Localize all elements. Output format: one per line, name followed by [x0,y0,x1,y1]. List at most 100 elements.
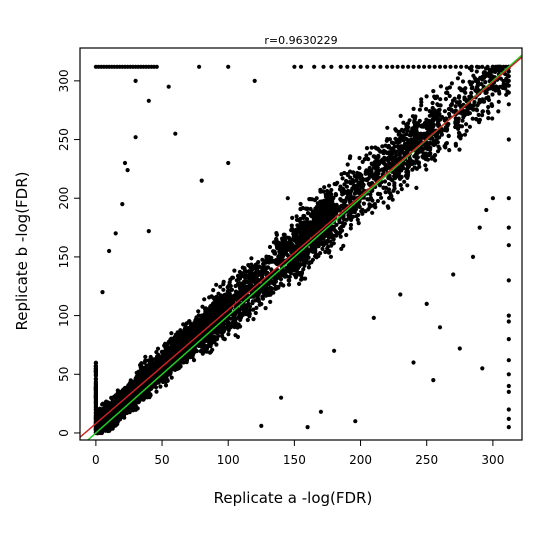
data-point [187,351,192,356]
data-point [163,383,169,388]
chart-title: r=0.9630229 [264,34,337,47]
data-point [122,415,127,420]
data-point [305,211,311,216]
data-point [247,308,252,313]
data-point [287,274,292,279]
data-point [196,343,202,348]
data-point [276,259,281,264]
data-point [266,282,271,287]
data-point [148,354,153,360]
data-point [278,281,283,286]
data-point [290,245,295,250]
data-point [134,380,139,385]
data-point [220,308,226,313]
data-point [256,260,261,265]
data-point [138,363,143,368]
data-point [298,201,303,207]
data-point [235,334,240,339]
data-point [173,332,178,337]
data-point [203,311,208,316]
data-point [205,315,210,320]
data-point [304,258,309,263]
data-point [419,97,424,102]
data-point [234,278,239,283]
data-point [277,249,282,254]
data-point [155,346,161,351]
data-point [334,192,339,198]
data-point [226,332,231,337]
data-point [163,379,168,384]
data-point [208,313,213,318]
data-point [331,195,336,200]
data-point [294,214,299,219]
data-point [226,328,231,333]
data-point [232,297,237,302]
data-point [244,273,250,278]
data-point [241,283,246,289]
data-point [337,220,342,225]
data-point [207,350,213,355]
data-point [322,185,327,190]
data-point [344,184,349,189]
data-point [178,344,183,349]
data-point [177,330,182,335]
data-point [258,265,264,270]
data-point [284,274,289,279]
data-point [289,223,294,228]
data-point [204,346,210,351]
data-point [171,349,176,354]
data-point [176,366,181,371]
data-point [143,369,149,374]
data-point [216,291,221,296]
data-point [106,402,111,407]
data-point [187,329,192,334]
data-point [196,309,201,314]
data-point [398,113,403,118]
data-point [143,354,148,359]
data-point [260,296,266,301]
data-point [249,266,254,271]
data-point [359,173,364,178]
data-point [186,355,191,360]
data-point [373,145,378,150]
data-point [138,395,143,400]
data-point [250,299,255,304]
data-point [276,285,281,290]
data-point [288,271,293,276]
data-point [326,244,331,249]
data-point [281,236,286,241]
data-point [218,284,223,289]
data-point [145,395,150,400]
data-point [207,341,212,346]
data-point [191,352,196,357]
data-point [283,249,288,254]
data-point [214,282,219,287]
data-point [333,182,339,187]
data-point [290,215,295,220]
data-point [267,244,273,250]
data-point [361,201,366,206]
data-point [173,343,178,348]
data-point [274,232,279,237]
data-point [301,267,306,272]
data-point [314,204,319,209]
data-point [272,276,277,281]
data-point [344,232,349,238]
data-point [276,240,281,245]
data-point [374,172,379,177]
data-point [238,293,243,298]
data-point [381,200,386,205]
data-point [376,169,381,174]
data-point [364,146,370,151]
data-point [410,167,415,172]
data-point [248,282,253,288]
data-point [209,307,214,312]
data-point [204,321,209,326]
data-point [157,359,162,364]
data-point [99,409,104,414]
data-point [302,233,307,238]
data-point [372,202,377,207]
data-point [166,339,171,345]
data-point [211,316,216,321]
